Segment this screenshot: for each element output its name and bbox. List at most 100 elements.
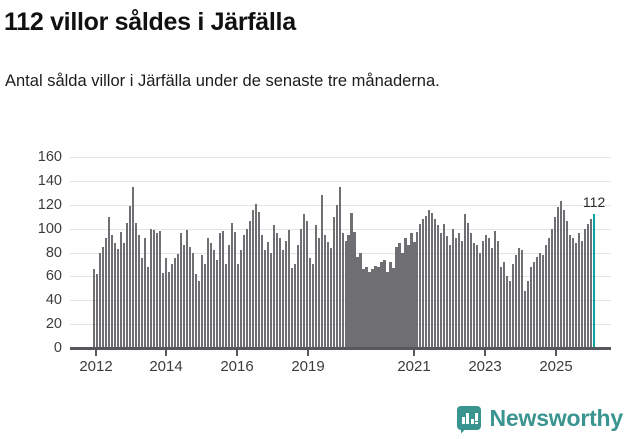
bar-highlighted[interactable] bbox=[593, 214, 596, 348]
bar[interactable] bbox=[191, 252, 194, 348]
bar[interactable] bbox=[353, 232, 356, 348]
bar[interactable] bbox=[254, 203, 257, 348]
bar[interactable] bbox=[389, 262, 392, 348]
bar[interactable] bbox=[104, 238, 108, 348]
bar[interactable] bbox=[338, 186, 341, 348]
bar[interactable] bbox=[458, 233, 461, 348]
bar[interactable] bbox=[461, 240, 464, 348]
bar[interactable] bbox=[401, 252, 404, 348]
bar[interactable] bbox=[320, 195, 323, 348]
bar[interactable] bbox=[155, 233, 159, 348]
bar[interactable] bbox=[263, 250, 266, 348]
bar[interactable] bbox=[275, 233, 278, 348]
bar[interactable] bbox=[446, 235, 449, 348]
bar[interactable] bbox=[557, 207, 560, 348]
bar[interactable] bbox=[185, 229, 188, 348]
bar[interactable] bbox=[317, 238, 320, 348]
bar[interactable] bbox=[467, 222, 470, 348]
bar[interactable] bbox=[530, 266, 533, 348]
bar[interactable] bbox=[170, 264, 173, 348]
bar[interactable] bbox=[464, 214, 467, 348]
bar[interactable] bbox=[416, 232, 419, 348]
bar[interactable] bbox=[392, 268, 395, 348]
bar[interactable] bbox=[362, 269, 365, 348]
bar[interactable] bbox=[95, 274, 99, 348]
bar[interactable] bbox=[506, 276, 509, 348]
bar[interactable] bbox=[398, 242, 401, 348]
bar[interactable] bbox=[383, 259, 386, 348]
bar[interactable] bbox=[236, 264, 239, 348]
bar[interactable] bbox=[93, 269, 96, 348]
bar[interactable] bbox=[302, 214, 305, 348]
bar[interactable] bbox=[221, 231, 224, 348]
bar[interactable] bbox=[560, 201, 563, 348]
bar[interactable] bbox=[116, 248, 120, 348]
bar[interactable] bbox=[266, 241, 269, 348]
bar[interactable] bbox=[110, 234, 114, 348]
bar[interactable] bbox=[509, 281, 512, 348]
bar[interactable] bbox=[431, 213, 434, 348]
bar[interactable] bbox=[518, 247, 521, 348]
bar[interactable] bbox=[287, 229, 290, 348]
bar[interactable] bbox=[314, 225, 317, 348]
bar[interactable] bbox=[158, 231, 161, 348]
bar[interactable] bbox=[131, 186, 135, 348]
bar[interactable] bbox=[296, 245, 299, 348]
bar[interactable] bbox=[578, 233, 581, 348]
bar[interactable] bbox=[332, 216, 335, 348]
bar[interactable] bbox=[245, 228, 248, 348]
bar[interactable] bbox=[377, 266, 380, 348]
bar[interactable] bbox=[452, 228, 455, 348]
bar[interactable] bbox=[251, 209, 254, 348]
bar[interactable] bbox=[449, 245, 452, 348]
bar[interactable] bbox=[572, 238, 575, 348]
bar[interactable] bbox=[551, 228, 554, 348]
bar[interactable] bbox=[380, 262, 383, 348]
bar[interactable] bbox=[278, 238, 281, 348]
bar[interactable] bbox=[497, 240, 500, 348]
bar[interactable] bbox=[164, 258, 167, 348]
bar[interactable] bbox=[395, 246, 398, 348]
bar[interactable] bbox=[575, 242, 578, 348]
bar[interactable] bbox=[527, 281, 530, 348]
bar[interactable] bbox=[98, 252, 102, 348]
bar[interactable] bbox=[590, 219, 593, 348]
bar[interactable] bbox=[152, 229, 156, 348]
bar[interactable] bbox=[485, 234, 488, 348]
bar[interactable] bbox=[284, 240, 287, 348]
bar[interactable] bbox=[248, 221, 251, 348]
bar[interactable] bbox=[437, 225, 440, 348]
bar[interactable] bbox=[563, 209, 566, 348]
bar[interactable] bbox=[533, 262, 536, 348]
bar[interactable] bbox=[281, 250, 284, 348]
bar[interactable] bbox=[323, 234, 326, 348]
bar[interactable] bbox=[581, 240, 584, 348]
bar[interactable] bbox=[386, 271, 389, 348]
bar[interactable] bbox=[404, 238, 407, 348]
bar[interactable] bbox=[554, 216, 557, 348]
bar[interactable] bbox=[308, 258, 311, 348]
bar[interactable] bbox=[260, 234, 263, 348]
bar[interactable] bbox=[350, 213, 353, 348]
bar[interactable] bbox=[188, 246, 191, 348]
bar[interactable] bbox=[365, 266, 368, 348]
bar[interactable] bbox=[470, 233, 473, 348]
bar[interactable] bbox=[494, 231, 497, 348]
bar[interactable] bbox=[134, 222, 138, 348]
bar[interactable] bbox=[239, 250, 242, 348]
bar[interactable] bbox=[113, 242, 117, 348]
bar[interactable] bbox=[140, 258, 144, 348]
bar[interactable] bbox=[227, 245, 230, 348]
bar[interactable] bbox=[233, 232, 236, 348]
bar[interactable] bbox=[569, 234, 572, 348]
bar[interactable] bbox=[107, 216, 111, 348]
bar[interactable] bbox=[371, 269, 374, 348]
bar[interactable] bbox=[500, 266, 503, 348]
bar[interactable] bbox=[125, 222, 129, 348]
bar[interactable] bbox=[242, 234, 245, 348]
bar[interactable] bbox=[488, 238, 491, 348]
bar[interactable] bbox=[182, 245, 185, 348]
bar[interactable] bbox=[587, 223, 590, 348]
bar[interactable] bbox=[545, 245, 548, 348]
bar[interactable] bbox=[101, 246, 105, 348]
